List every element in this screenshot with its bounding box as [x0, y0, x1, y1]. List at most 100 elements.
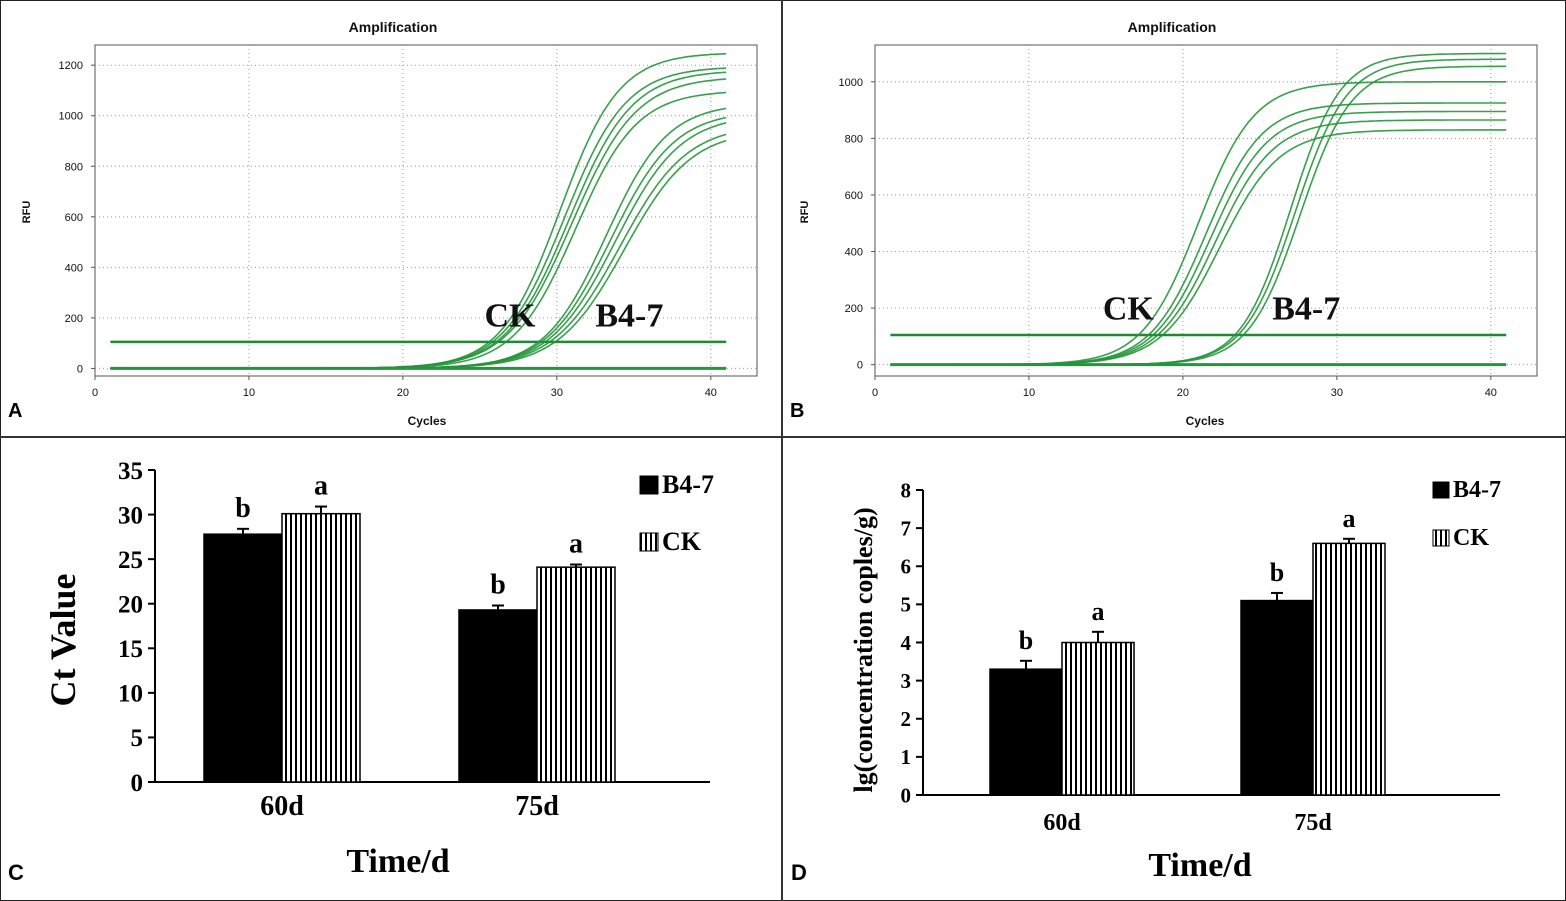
y-tick-label: 600	[845, 190, 863, 202]
significance-letter: a	[569, 528, 583, 559]
y-tick-label: 200	[845, 303, 863, 315]
category-label: 75d	[515, 791, 559, 822]
y-tick-label: 0	[131, 770, 144, 797]
panel-label: B	[790, 400, 804, 422]
amplification-curve-ck	[890, 102, 1507, 366]
significance-letter: a	[1343, 504, 1356, 533]
x-tick-label: 20	[397, 387, 409, 399]
amplification-curve-ck	[890, 119, 1507, 366]
bar-b4-7-60d	[203, 533, 283, 783]
y-tick-label: 4	[901, 631, 912, 655]
x-axis-label: Time/d	[346, 843, 449, 880]
significance-letter: b	[1270, 558, 1284, 587]
legend-swatch-b4-7	[1432, 481, 1450, 499]
plot-area	[874, 44, 1538, 377]
legend-label-b4-7: B4-7	[1453, 477, 1501, 503]
annotation-ck: CK	[485, 298, 537, 335]
y-tick-label: 1	[901, 745, 912, 769]
category-label: 60d	[260, 791, 304, 822]
category-label: 75d	[1294, 810, 1332, 836]
panel-label: A	[8, 400, 22, 422]
bar-ck-75d	[1312, 542, 1386, 796]
y-tick-label: 400	[65, 262, 83, 274]
panel-label: D	[791, 860, 807, 885]
y-tick-label: 5	[901, 593, 912, 617]
amplification-curve-ck	[890, 110, 1507, 366]
chart-title: Amplification	[1128, 19, 1217, 35]
y-tick-label: 800	[845, 133, 863, 145]
significance-letter: b	[490, 569, 506, 600]
x-tick-label: 10	[1023, 387, 1035, 399]
y-tick-label: 600	[65, 212, 83, 224]
y-tick-label: 25	[118, 547, 143, 574]
y-tick-label: 20	[118, 591, 143, 618]
y-tick-label: 35	[118, 458, 143, 485]
y-tick-label: 200	[65, 313, 83, 325]
legend-swatch-ck	[1432, 529, 1450, 547]
y-axis-label: RFU	[21, 201, 33, 224]
y-tick-label: 15	[118, 636, 143, 663]
y-tick-label: 5	[131, 725, 144, 752]
x-tick-label: 20	[1177, 387, 1189, 399]
annotation-ck: CK	[1103, 290, 1155, 327]
y-axis-label: Ct Value	[43, 573, 83, 706]
panel-label: C	[8, 860, 24, 885]
chart-title: Amplification	[349, 19, 438, 35]
amplification-curve-b4-7	[890, 52, 1507, 366]
x-axis-label: Time/d	[1148, 847, 1251, 884]
x-axis-label: Cycles	[1186, 414, 1225, 428]
amplification-curve-b4-7	[890, 58, 1507, 366]
bar-ck-60d	[1061, 641, 1135, 796]
y-tick-label: 7	[901, 516, 912, 540]
y-tick-label: 6	[901, 555, 912, 579]
panel-d: 0 1 2 3 4 5 6 7 8 b a 60d b a 75d Time/d lg(concentratio…	[791, 477, 1501, 885]
y-axis-label: RFU	[799, 201, 811, 224]
legend-label-ck: CK	[1453, 525, 1489, 551]
x-tick-label: 0	[92, 387, 98, 399]
x-tick-label: 30	[1331, 387, 1343, 399]
panel-b: 0 10 20 30 4002004006008001000AmplificationC…	[790, 19, 1538, 428]
panel-c: 0 5 10 15 20 25 30 35 b a 60d b a 75d Time/d Ct Value C B…	[8, 458, 714, 885]
significance-letter: a	[1092, 597, 1105, 626]
significance-letter: b	[235, 493, 251, 524]
significance-letter: b	[1019, 626, 1033, 655]
annotation-b4-7: B4-7	[595, 298, 663, 335]
amplification-curve-ck	[890, 129, 1507, 366]
panel-divider-horizontal	[0, 436, 1566, 438]
legend-swatch-ck	[639, 532, 659, 552]
x-tick-label: 40	[1485, 387, 1497, 399]
legend-label-ck: CK	[662, 527, 702, 556]
bar-b4-7-75d	[1240, 599, 1314, 796]
panel-a: 0 10 20 30 40020040060080010001200Amplificat…	[8, 19, 758, 428]
y-tick-label: 1200	[59, 60, 83, 72]
y-tick-label: 3	[901, 669, 912, 693]
x-tick-label: 40	[705, 387, 717, 399]
plot-area	[94, 44, 758, 377]
y-tick-label: 400	[845, 247, 863, 259]
y-tick-label: 30	[118, 502, 143, 529]
y-tick-label: 8	[901, 478, 912, 502]
x-tick-label: 10	[243, 387, 255, 399]
y-tick-label: 1000	[59, 111, 83, 123]
amplification-curve-b4-7	[110, 139, 727, 370]
legend-label-b4-7: B4-7	[662, 470, 714, 499]
bar-b4-7-60d	[989, 668, 1063, 796]
amplification-curve-ck	[890, 81, 1507, 366]
y-tick-label: 800	[65, 161, 83, 173]
y-tick-label: 0	[901, 783, 912, 807]
y-tick-label: 10	[118, 681, 143, 708]
bar-ck-60d	[281, 512, 361, 783]
x-tick-label: 30	[551, 387, 563, 399]
y-tick-label: 2	[901, 707, 912, 731]
amplification-curve-b4-7	[890, 65, 1507, 366]
significance-letter: a	[314, 471, 328, 502]
category-label: 60d	[1043, 810, 1081, 836]
bar-b4-7-75d	[458, 609, 538, 783]
x-axis-label: Cycles	[408, 414, 447, 428]
y-tick-label: 1000	[839, 77, 863, 89]
y-axis-label: lg(concentration coples/g)	[849, 507, 878, 792]
legend-swatch-b4-7	[639, 475, 659, 495]
bar-ck-75d	[536, 566, 616, 783]
annotation-b4-7: B4-7	[1272, 290, 1340, 327]
